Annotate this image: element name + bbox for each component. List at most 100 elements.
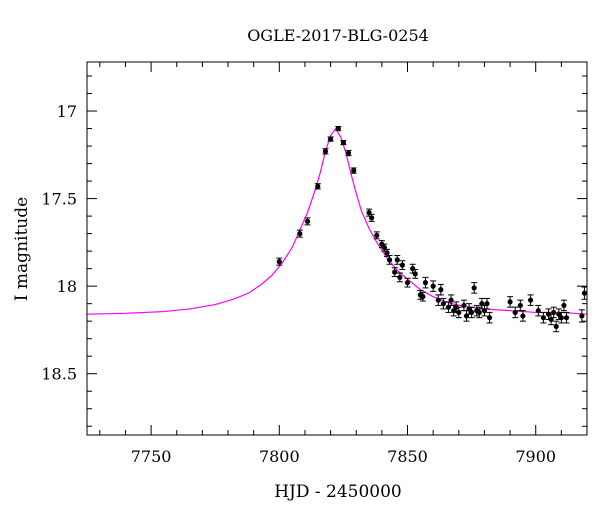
data-point-group xyxy=(396,272,403,283)
plot-area xyxy=(86,125,588,333)
data-point xyxy=(456,309,462,316)
model-curve xyxy=(86,127,588,315)
data-point xyxy=(322,148,329,154)
data-point xyxy=(374,232,380,238)
data-point-group xyxy=(422,276,429,289)
data-point xyxy=(553,323,559,330)
data-point-group xyxy=(399,260,406,271)
data-point-group xyxy=(340,139,347,146)
data-point xyxy=(345,150,352,156)
data-point-group xyxy=(276,257,283,266)
data-point-group xyxy=(471,282,478,294)
data-point xyxy=(581,290,588,296)
data-point xyxy=(397,274,403,280)
data-point-group xyxy=(394,255,401,265)
y-tick-label: 17 xyxy=(57,102,77,121)
chart-title: OGLE-2017-BLG-0254 xyxy=(247,26,429,45)
data-point-group xyxy=(553,320,560,333)
plot-frame xyxy=(86,61,588,436)
y-tick-label: 18.5 xyxy=(41,365,77,384)
data-point xyxy=(520,313,526,319)
data-point-group xyxy=(437,283,444,296)
data-point-group xyxy=(345,149,352,157)
data-point-group xyxy=(581,286,588,300)
data-point xyxy=(512,309,518,316)
data-point xyxy=(315,183,321,189)
x-tick-label: 7750 xyxy=(131,447,172,466)
data-point-group xyxy=(507,296,514,308)
data-point-group xyxy=(296,229,303,238)
y-axis-label: I magnitude xyxy=(12,197,32,301)
data-point xyxy=(422,280,429,286)
data-point xyxy=(471,285,477,291)
data-point xyxy=(435,297,441,303)
data-point-group xyxy=(550,306,557,319)
data-point xyxy=(563,315,570,321)
x-tick-label: 7900 xyxy=(515,447,556,466)
data-point xyxy=(304,218,311,224)
data-point xyxy=(558,315,564,321)
data-point xyxy=(440,301,447,307)
data-point xyxy=(386,257,393,263)
data-point xyxy=(335,125,341,132)
y-tick-label: 17.5 xyxy=(41,190,77,209)
data-point xyxy=(484,301,490,307)
data-point-group xyxy=(560,299,567,312)
data-point-group xyxy=(578,309,585,323)
data-point-group xyxy=(527,294,534,306)
data-point-group xyxy=(322,148,329,155)
data-point xyxy=(579,313,585,319)
data-point xyxy=(430,283,436,289)
data-point xyxy=(340,139,347,146)
data-point-group xyxy=(373,231,380,240)
data-point-group xyxy=(412,269,419,279)
data-point xyxy=(476,309,482,316)
data-point-group xyxy=(484,297,490,310)
data-point xyxy=(420,294,426,300)
data-point xyxy=(412,271,418,277)
data-point xyxy=(448,297,454,303)
data-point-group xyxy=(440,297,447,310)
data-point-group xyxy=(304,217,311,226)
axis-ticks: 7750 7800 7850 7900 17 17.5 18 18.5 xyxy=(41,62,588,466)
data-point xyxy=(517,302,523,309)
data-point xyxy=(469,309,475,316)
data-point xyxy=(461,302,467,309)
data-point-group xyxy=(460,299,467,312)
data-point-group xyxy=(391,267,398,278)
data-point xyxy=(551,309,557,316)
x-axis-label: HJD - 2450000 xyxy=(274,482,402,502)
data-point-group xyxy=(335,125,342,132)
data-point xyxy=(392,269,398,275)
data-point-group xyxy=(384,248,390,257)
data-point-group xyxy=(519,310,526,322)
data-point-group xyxy=(368,213,375,222)
data-point-group xyxy=(327,136,334,142)
data-point-group xyxy=(419,291,426,302)
data-point xyxy=(410,266,416,272)
data-point-group xyxy=(517,299,524,312)
data-point xyxy=(384,250,390,256)
data-point-group xyxy=(563,311,570,324)
data-point-group xyxy=(350,167,357,174)
data-point xyxy=(404,280,411,286)
data-point xyxy=(399,262,405,268)
data-point-group xyxy=(535,304,542,317)
data-point-group xyxy=(468,306,475,319)
data-point xyxy=(540,315,547,321)
data-point-group xyxy=(448,294,455,306)
data-point-group xyxy=(386,255,393,265)
data-point xyxy=(369,215,375,221)
data-point-group xyxy=(486,311,493,324)
data-point xyxy=(438,287,444,293)
data-point xyxy=(561,302,567,309)
data-point xyxy=(327,136,334,142)
data-point-group xyxy=(404,277,411,288)
data-point-group xyxy=(558,311,565,324)
data-point xyxy=(486,315,493,321)
data-point xyxy=(535,308,541,314)
data-point-group xyxy=(435,294,442,306)
data-point xyxy=(527,297,534,303)
data-point xyxy=(276,259,282,265)
